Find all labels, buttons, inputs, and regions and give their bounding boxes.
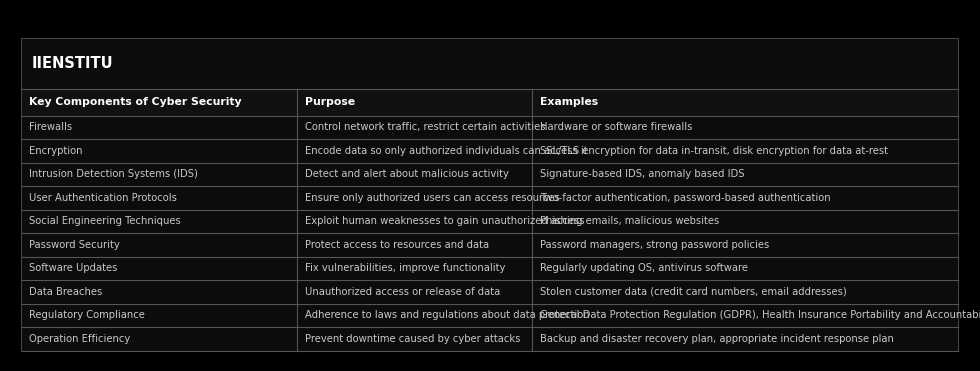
Text: Control network traffic, restrict certain activities: Control network traffic, restrict certai… [305, 122, 545, 132]
Bar [22, 327, 958, 351]
Bar [22, 303, 958, 327]
Text: Encode data so only authorized individuals can access it: Encode data so only authorized individua… [305, 146, 587, 156]
Bar [22, 257, 958, 280]
Text: Operation Efficiency: Operation Efficiency [29, 334, 130, 344]
Text: Intrusion Detection Systems (IDS): Intrusion Detection Systems (IDS) [29, 170, 198, 180]
Text: User Authentication Protocols: User Authentication Protocols [29, 193, 177, 203]
Text: Detect and alert about malicious activity: Detect and alert about malicious activit… [305, 170, 509, 180]
Text: General Data Protection Regulation (GDPR), Health Insurance Portability and Acco: General Data Protection Regulation (GDPR… [540, 311, 980, 321]
Bar [22, 39, 958, 351]
Bar [22, 116, 958, 139]
Text: Social Engineering Techniques: Social Engineering Techniques [29, 216, 181, 226]
Text: Stolen customer data (credit card numbers, email addresses): Stolen customer data (credit card number… [540, 287, 847, 297]
Text: Data Breaches: Data Breaches [29, 287, 103, 297]
Text: Purpose: Purpose [305, 98, 355, 107]
Text: Signature-based IDS, anomaly based IDS: Signature-based IDS, anomaly based IDS [540, 170, 745, 180]
Text: Exploit human weaknesses to gain unauthorized access: Exploit human weaknesses to gain unautho… [305, 216, 584, 226]
Bar [22, 210, 958, 233]
Bar [22, 139, 958, 163]
Text: Prevent downtime caused by cyber attacks: Prevent downtime caused by cyber attacks [305, 334, 520, 344]
Text: Regularly updating OS, antivirus software: Regularly updating OS, antivirus softwar… [540, 263, 748, 273]
Bar [22, 186, 958, 210]
Text: Phishing emails, malicious websites: Phishing emails, malicious websites [540, 216, 719, 226]
Text: IIENSTITU: IIENSTITU [31, 56, 113, 72]
Bar [22, 163, 958, 186]
Text: Protect access to resources and data: Protect access to resources and data [305, 240, 489, 250]
Text: Password Security: Password Security [29, 240, 121, 250]
Text: Regulatory Compliance: Regulatory Compliance [29, 311, 145, 321]
Bar [22, 280, 958, 303]
Text: SSL/TLS encryption for data in-transit, disk encryption for data at-rest: SSL/TLS encryption for data in-transit, … [540, 146, 888, 156]
Text: Hardware or software firewalls: Hardware or software firewalls [540, 122, 692, 132]
Bar [22, 233, 958, 257]
Text: Encryption: Encryption [29, 146, 83, 156]
Text: Key Components of Cyber Security: Key Components of Cyber Security [29, 98, 242, 107]
Text: Fix vulnerabilities, improve functionality: Fix vulnerabilities, improve functionali… [305, 263, 505, 273]
Text: Password managers, strong password policies: Password managers, strong password polic… [540, 240, 769, 250]
Text: Examples: Examples [540, 98, 598, 107]
Text: Backup and disaster recovery plan, appropriate incident response plan: Backup and disaster recovery plan, appro… [540, 334, 894, 344]
Text: Adherence to laws and regulations about data protection: Adherence to laws and regulations about … [305, 311, 589, 321]
Bar [22, 89, 958, 116]
Text: Software Updates: Software Updates [29, 263, 118, 273]
Bar [22, 39, 958, 89]
Text: Unauthorized access or release of data: Unauthorized access or release of data [305, 287, 500, 297]
Text: Ensure only authorized users can access resources: Ensure only authorized users can access … [305, 193, 560, 203]
Text: Firewalls: Firewalls [29, 122, 73, 132]
Text: Two-factor authentication, password-based authentication: Two-factor authentication, password-base… [540, 193, 831, 203]
